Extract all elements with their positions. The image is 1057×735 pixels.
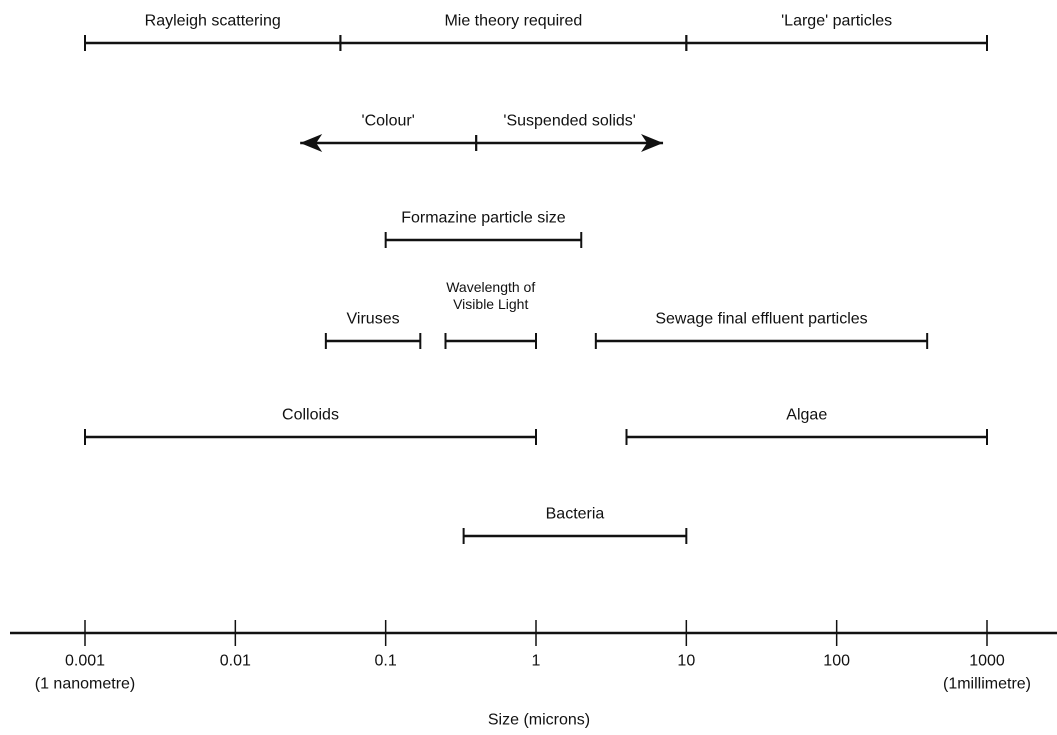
x-tick-label: 10 xyxy=(677,652,696,670)
range-label: Viruses xyxy=(346,310,400,328)
axis-note: (1 nanometre) xyxy=(34,675,136,693)
x-tick-label: 1000 xyxy=(969,652,1005,670)
arrow-head xyxy=(641,134,664,152)
range-label: 'Suspended solids' xyxy=(503,112,636,130)
range-label: Bacteria xyxy=(545,505,605,523)
range-label: Mie theory required xyxy=(444,12,583,30)
x-tick-label: 100 xyxy=(823,652,851,670)
range-label: Sewage final effluent particles xyxy=(655,310,868,328)
range-label: Formazine particle size xyxy=(401,209,566,227)
x-tick-label: 0.001 xyxy=(64,652,106,670)
x-tick-label: 0.01 xyxy=(219,652,251,670)
range-label: Colloids xyxy=(282,406,339,424)
axis-note: (1millimetre) xyxy=(943,675,1031,693)
range-label: Rayleigh scattering xyxy=(144,12,281,30)
arrow-head xyxy=(300,134,323,152)
range-label: 'Large' particles xyxy=(781,12,893,30)
x-tick-label: 1 xyxy=(531,652,541,670)
range-label: Wavelength of Visible Light xyxy=(446,279,536,312)
x-axis-label: Size (microns) xyxy=(487,711,591,729)
x-tick-label: 0.1 xyxy=(374,652,397,670)
range-label: 'Colour' xyxy=(361,112,415,130)
range-label: Algae xyxy=(786,406,828,424)
